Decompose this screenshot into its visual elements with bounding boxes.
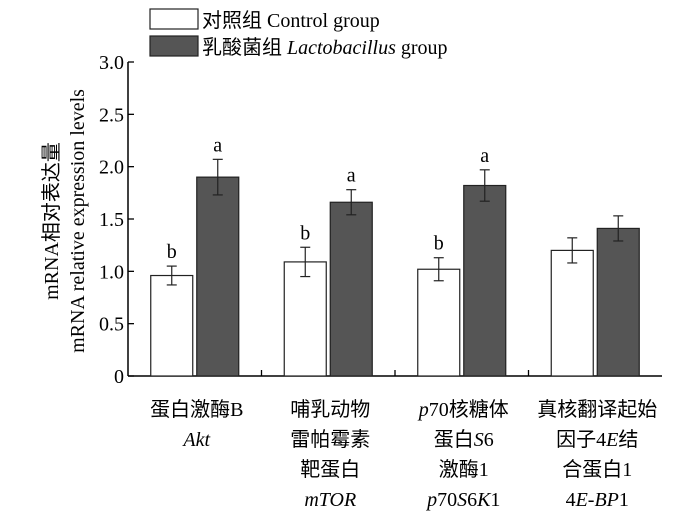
bar-control	[550, 249, 594, 377]
x-tick-label: mTOR	[304, 489, 356, 511]
legend-swatch-control	[149, 8, 199, 30]
x-tick-label: p70核糖体	[417, 398, 509, 421]
significance-label: a	[480, 145, 489, 167]
bar-control	[283, 261, 327, 377]
significance-label: a	[347, 165, 356, 187]
y-tick-label: 2.0	[99, 157, 124, 179]
x-tick-label: 雷帕霉素	[290, 428, 370, 451]
bar-lactobacillus	[596, 227, 640, 377]
x-tick-label: 哺乳动物	[290, 398, 370, 421]
bar-lactobacillus	[463, 184, 507, 377]
x-tick-label: 激酶1	[439, 458, 489, 481]
y-tick-label: 1.0	[99, 261, 124, 283]
x-tick-label: p70S6K1	[425, 489, 500, 511]
x-tick-label: 蛋白S6	[434, 428, 494, 451]
x-tick-label: 靶蛋白	[300, 458, 360, 481]
x-tick-label: Akt	[181, 429, 210, 451]
y-axis-label-en: mRNA relative expression levels	[67, 89, 89, 353]
y-tick-label: 0.5	[99, 314, 124, 336]
legend-swatch-lactobacillus	[149, 35, 199, 57]
significance-label: a	[213, 134, 222, 156]
x-tick-label: 4E-BP1	[566, 489, 629, 511]
bar-control	[150, 274, 194, 377]
y-axis-label-cn: mRNA相对表达量	[40, 142, 63, 300]
bar-control	[417, 268, 461, 377]
y-tick-label: 1.5	[99, 209, 124, 231]
x-tick-label: 真核翻译起始	[537, 398, 657, 421]
y-tick-label: 3.0	[99, 52, 124, 74]
significance-label: b	[300, 222, 310, 244]
legend-label-control: 对照组 Control group	[202, 9, 380, 32]
x-tick-label: 因子4E结	[556, 428, 638, 451]
y-tick-label: 2.5	[99, 104, 124, 126]
significance-label: b	[167, 241, 177, 263]
x-tick-label: 蛋白激酶B	[150, 398, 243, 421]
y-tick-label: 0	[114, 366, 124, 388]
legend-label-lactobacillus: 乳酸菌组 Lactobacillus group	[202, 36, 448, 59]
bar-lactobacillus	[196, 176, 240, 377]
significance-label: b	[434, 233, 444, 255]
bar-lactobacillus	[329, 201, 373, 377]
x-tick-label: 合蛋白1	[562, 458, 632, 481]
